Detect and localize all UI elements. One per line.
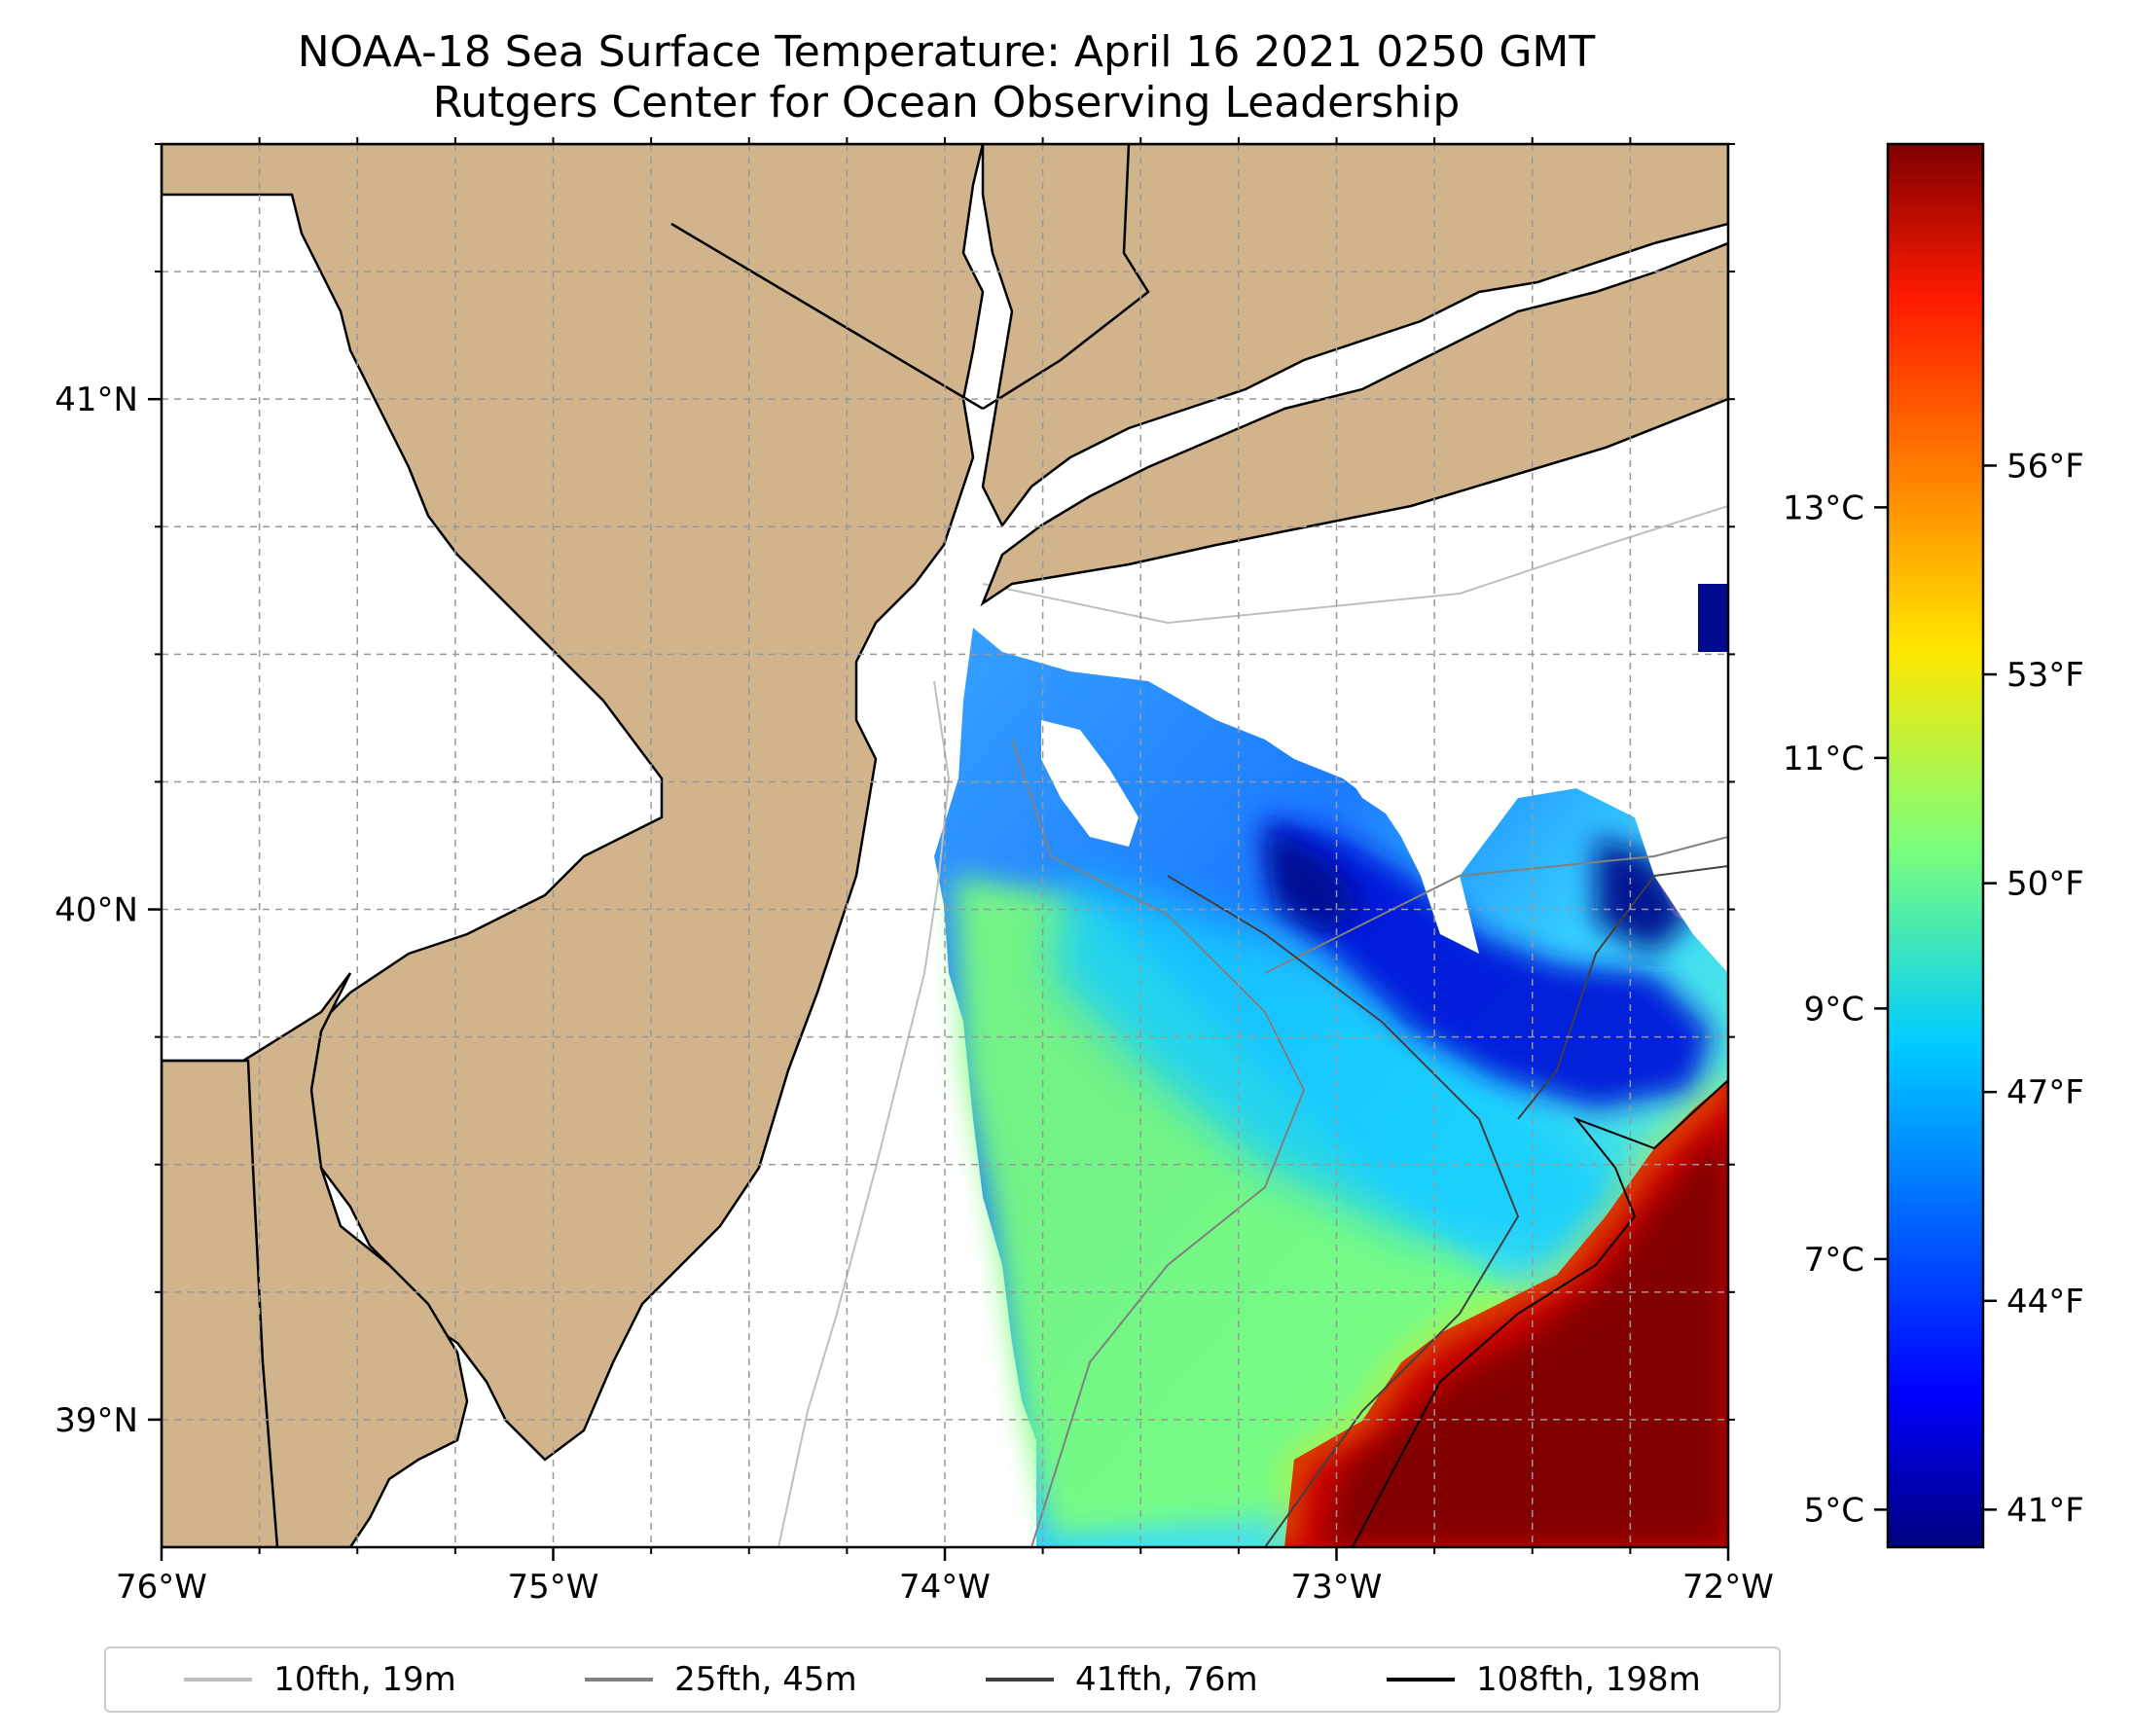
legend-label: 25fth, 45m [674, 1660, 857, 1699]
map-subtitle: Rutgers Center for Ocean Observing Leade… [432, 78, 1461, 127]
map-title: NOAA-18 Sea Surface Temperature: April 1… [297, 27, 1596, 77]
lon-tick-label: 76°W [116, 1568, 207, 1607]
legend-swatch-108fth [1386, 1678, 1455, 1682]
land-long-island [980, 241, 1728, 607]
cloud-mask [1041, 720, 1138, 847]
sst-gulf-core [1323, 1129, 1728, 1547]
lon-tick-label: 73°W [1291, 1568, 1383, 1607]
celsius-tick-label: 11°C [1783, 740, 1864, 778]
state-border-de-md [162, 1059, 279, 1547]
fahrenheit-tick-label: 53°F [2006, 656, 2084, 695]
lon-tick-label: 75°W [508, 1568, 599, 1607]
sst-cold-core [1265, 817, 1713, 1109]
legend-swatch-10fth [184, 1678, 253, 1682]
lon-tick-label: 74°W [899, 1568, 991, 1607]
colorbar-gradient [1886, 142, 1985, 1549]
fahrenheit-tick-label: 44°F [2006, 1283, 2084, 1321]
land-new-jersey-pennsylvania [162, 144, 985, 1462]
bathymetry-contours [777, 505, 1728, 1547]
legend-label: 108fth, 198m [1475, 1660, 1701, 1699]
lat-tick-label: 39°N [54, 1401, 138, 1440]
legend-item-41fth: 41fth, 76m [986, 1660, 1258, 1699]
sst-cyan-band [1051, 876, 1644, 1265]
contour-25fth [1011, 739, 1728, 1547]
legend-swatch-41fth [986, 1678, 1055, 1682]
colorbar-fahrenheit-axis: 41°F 44°F 47°F 50°F 53°F 56°F [1983, 447, 2084, 1530]
lat-tick-label: 41°N [54, 380, 138, 419]
longitude-axis: 76°W 75°W 74°W 73°W 72°W [116, 137, 1774, 1607]
celsius-tick-label: 7°C [1804, 1241, 1864, 1280]
legend-item-10fth: 10fth, 19m [184, 1660, 456, 1699]
contour-41fth [1167, 865, 1728, 1547]
colorbar-celsius-axis: 5°C 7°C 9°C 11°C 13°C [1783, 488, 1888, 1530]
legend-label: 10fth, 19m [273, 1660, 456, 1699]
legend-label: 41fth, 76m [1075, 1660, 1258, 1699]
celsius-tick-label: 13°C [1783, 488, 1864, 527]
state-border-ny-nj [670, 144, 1150, 411]
cloud-mask [1129, 574, 1728, 973]
legend-item-108fth: 108fth, 198m [1386, 1660, 1701, 1699]
lat-tick-label: 40°N [54, 891, 138, 930]
cold-patch-east [1698, 584, 1728, 652]
fahrenheit-tick-label: 41°F [2006, 1491, 2084, 1530]
fahrenheit-tick-label: 56°F [2006, 447, 2084, 486]
celsius-tick-label: 9°C [1804, 990, 1864, 1029]
fahrenheit-tick-label: 50°F [2006, 865, 2084, 904]
latitude-axis: 39°N 40°N 41°N [54, 143, 1735, 1440]
land-new-york-connecticut [981, 144, 1728, 528]
fahrenheit-tick-label: 47°F [2006, 1073, 2084, 1112]
legend-swatch-25fth [585, 1678, 654, 1682]
lon-tick-label: 72°W [1682, 1568, 1774, 1607]
contour-10fth [777, 505, 1728, 1547]
bathymetry-legend: 10fth, 19m 25fth, 45m 41fth, 76m 108fth,… [104, 1646, 1781, 1713]
celsius-tick-label: 5°C [1804, 1491, 1864, 1530]
legend-item-25fth: 25fth, 45m [585, 1660, 857, 1699]
sst-coldest [1265, 827, 1693, 954]
sst-field [934, 574, 1728, 1547]
contour-108fth [1352, 1079, 1728, 1547]
gridlines [162, 144, 1728, 1547]
land [162, 144, 1728, 1547]
land-delaware [162, 972, 469, 1547]
